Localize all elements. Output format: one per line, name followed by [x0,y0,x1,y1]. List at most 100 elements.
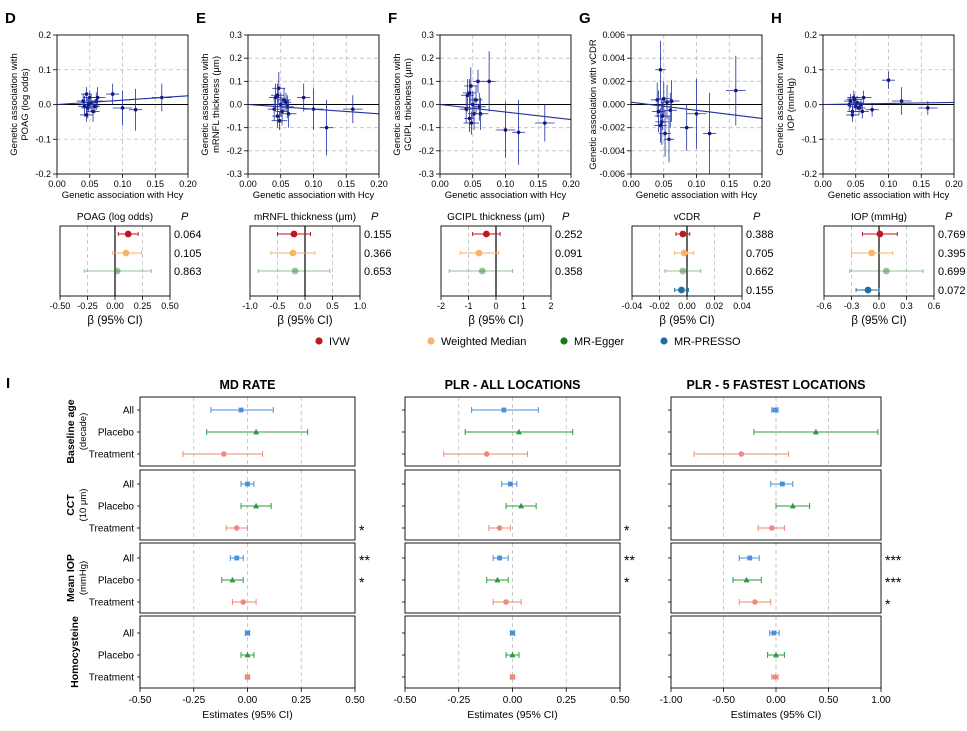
x-tick-label: -0.25 [77,301,98,311]
data-point [351,107,355,111]
y-tick-label: 0.002 [602,76,625,86]
data-point [694,111,699,116]
p-header: P [945,211,953,223]
data-point [86,102,91,107]
data-point [663,131,667,136]
y-tick-label: 0.0 [229,100,242,110]
point-estimate [482,230,490,238]
x-axis-label: Genetic association with Hcy [828,190,950,201]
point-estimate [253,428,260,435]
forest-title: mRNFL thickness (μm) [254,212,356,223]
data-point [684,125,689,130]
x-tick-label: 0.50 [610,695,630,706]
x-tick-label: 1.0 [354,301,367,311]
legend-marker [427,337,435,345]
plot-frame [631,225,743,297]
x-axis-label: Genetic association with Hcy [636,190,758,201]
y-tick-label: 0.0 [804,100,817,110]
y-axis-label: Genetic association with [392,53,403,155]
point-estimate [779,481,785,487]
significance-stars: *** [885,574,902,590]
scatter-panel-D: 0.00 0.05 0.10 0.15 0.20 -0.2 -0.1 0.0 0.1 0.2 Gen… [5,10,197,201]
data-point [95,95,100,100]
x-tick-label: 0.00 [48,179,66,189]
data-point [82,104,87,109]
x-tick-label: 0.20 [753,179,771,189]
x-tick-label: -0.50 [129,695,152,706]
p-value: 0.653 [364,266,392,278]
panel-letter: F [388,10,397,27]
data-point [860,109,865,114]
point-estimate [771,630,777,636]
x-tick-label: 0.50 [819,695,839,706]
scatter-panel-H: 0.00 0.05 0.10 0.15 0.20 -0.2 -0.1 0.0 0.1 0.2 Gen… [771,10,963,201]
x-tick-label: 0.50 [161,301,179,311]
y-tick-label: -0.2 [418,146,434,156]
p-value: 0.252 [555,229,583,241]
x-tick-label: 0.00 [106,301,124,311]
data-point [469,121,474,125]
significance-stars: * [624,522,630,538]
x-tick-label: 0.15 [912,179,930,189]
point-estimate [244,674,251,680]
plot-frame [822,34,955,175]
p-header: P [562,211,570,223]
point-estimate [503,599,509,605]
x-tick-label: -0.3 [844,301,860,311]
y-tick-label: -0.2 [801,169,817,179]
row-label: Placebo [98,651,135,662]
x-axis-label: β (95% CI) [277,315,332,327]
data-point [110,92,115,96]
fit-line [439,103,572,121]
y-tick-label: 0.3 [229,30,242,40]
y-tick-label: -0.3 [226,169,242,179]
data-point [853,104,858,109]
y-tick-label: -0.1 [418,123,434,133]
x-tick-label: 0.3 [900,301,913,311]
plot-frame [670,396,882,467]
plot-frame [404,396,621,467]
forest-panel-G2: vCDR P -0.04 -0.02 0.00 0.02 0.04 0.388 0.705 0.6… [622,211,774,327]
p-value: 0.105 [174,248,202,260]
data-point [276,86,281,91]
legend-marker [560,337,568,345]
data-point [487,79,491,84]
data-point [476,79,480,84]
data-point [272,107,277,111]
data-point [886,78,891,82]
data-point [275,114,280,118]
point-estimate [509,674,516,680]
point-estimate [234,555,240,561]
x-tick-label: -1 [464,301,472,311]
fit-line [822,101,955,106]
p-value: 0.358 [555,266,583,278]
point-estimate [876,230,884,238]
x-tick-label: 0.02 [706,301,724,311]
row-label: Treatment [89,524,134,535]
legend-label: IVW [329,336,350,348]
legend-marker [660,337,668,345]
point-estimate [789,502,796,509]
data-point [464,107,469,111]
x-tick-label: -0.50 [50,301,71,311]
forest-grouped-I2: PLR - ALL LOCATIONS****-0.50 -0.25 0.00 0.2… [394,378,636,721]
x-tick-label: 0.5 [326,301,339,311]
x-tick-label: 0.05 [81,179,99,189]
data-point [468,84,473,88]
point-estimate [868,249,876,257]
x-tick-label: 0.00 [238,695,258,706]
x-axis-label: Estimates (95% CI) [202,709,292,721]
p-value: 0.699 [938,266,966,278]
y-tick-label: -0.2 [226,146,242,156]
x-axis-label: Genetic association with Hcy [62,190,184,201]
x-axis-label: Genetic association with Hcy [253,190,375,201]
data-point [84,92,89,96]
y-axis-label: Genetic association with [200,53,211,155]
y-tick-label: 0.1 [229,76,242,86]
x-tick-label: -0.6 [816,301,832,311]
data-point [91,109,95,114]
point-estimate [680,249,688,257]
x-axis-label: β (95% CI) [468,315,523,327]
plot-frame [56,34,189,175]
